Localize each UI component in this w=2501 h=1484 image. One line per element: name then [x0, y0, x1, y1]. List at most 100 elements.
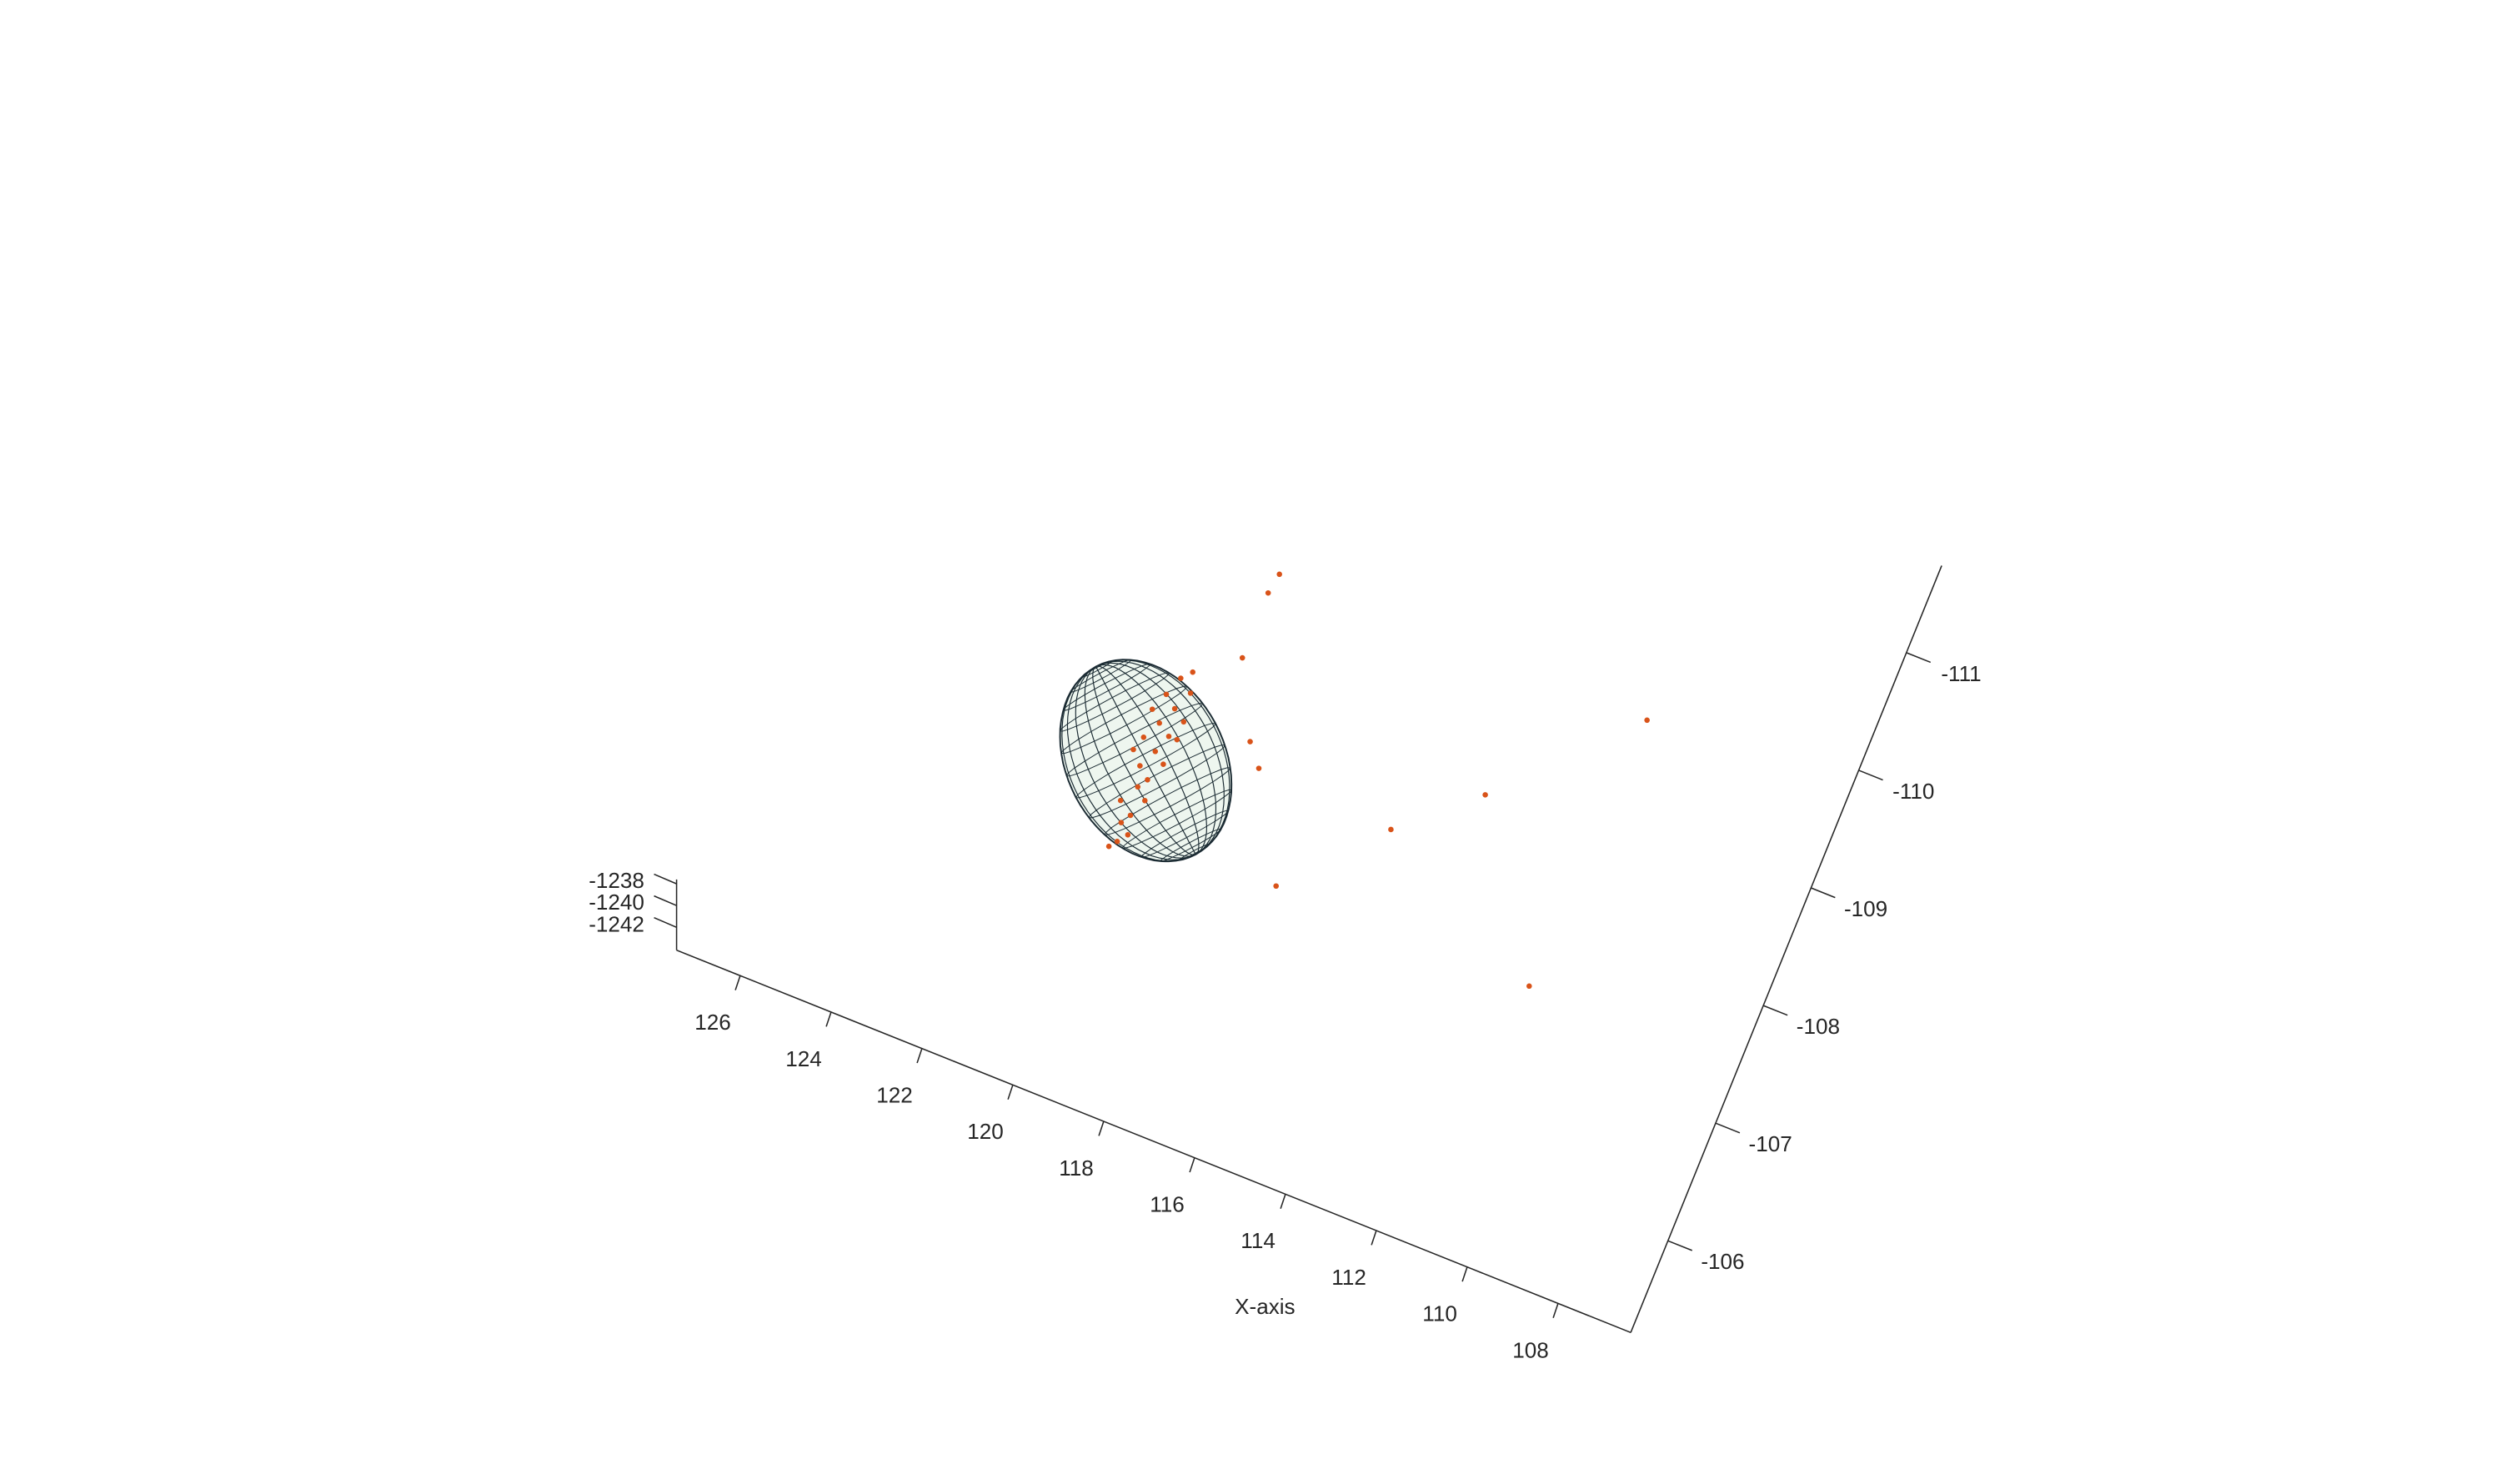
ellipsoid-parallel [1065, 703, 1204, 777]
x-tick [1280, 1194, 1286, 1209]
z-tick-label: -1242 [589, 911, 644, 936]
ellipsoid-meridian [1095, 666, 1196, 855]
data-point [1276, 571, 1282, 578]
data-point [1178, 675, 1184, 681]
ellipsoid-parallel [1104, 767, 1231, 835]
data-point [1482, 792, 1488, 798]
x-tick-label: 120 [967, 1119, 1004, 1144]
ellipsoid-meridian [1095, 664, 1208, 855]
y-tick-label: -107 [1749, 1131, 1792, 1156]
z-tick [654, 873, 677, 885]
data-point [1190, 669, 1195, 675]
z-tick-label: -1240 [589, 890, 644, 915]
ellipsoid-parallel [1140, 810, 1229, 858]
x-tick-label: 116 [1150, 1192, 1185, 1217]
ellipsoid-parallel [1070, 659, 1132, 693]
data-point [1187, 690, 1194, 696]
ellipsoid-parallel [1075, 723, 1216, 799]
data-point [1149, 706, 1155, 713]
data-point [1125, 832, 1131, 838]
data-point [1165, 733, 1172, 739]
data-point [1174, 736, 1180, 743]
ellipsoid-parallel [1088, 745, 1225, 819]
x-tick [1189, 1157, 1195, 1173]
x-tick-label: 126 [694, 1010, 731, 1035]
ellipsoid-meridian [1095, 662, 1217, 855]
ellipsoid-meridian [1095, 660, 1225, 855]
data-point [1644, 717, 1650, 724]
ellipsoid-parallel [1060, 685, 1188, 755]
y-tick [1811, 887, 1836, 899]
x-tick [1371, 1230, 1377, 1246]
ellipsoid-meridian [1092, 666, 1196, 856]
data-point [1180, 719, 1187, 725]
x-tick-label: 114 [1240, 1228, 1276, 1253]
ellipsoid-meridian [1066, 666, 1196, 860]
z-tick-label: -1238 [589, 868, 644, 893]
x-tick-label: 122 [876, 1083, 913, 1108]
data-point [1114, 839, 1120, 845]
x-axis-label: X-axis [1235, 1294, 1295, 1319]
data-point [1171, 705, 1178, 712]
data-point [1160, 761, 1166, 767]
data-point [1273, 883, 1279, 890]
data-point [1142, 798, 1148, 804]
data-point [1145, 777, 1150, 783]
x-tick-label: 124 [785, 1046, 822, 1071]
data-point [1137, 763, 1143, 769]
data-point [1256, 765, 1262, 771]
x-tick [1098, 1121, 1105, 1136]
ellipsoid-meridian [1075, 666, 1196, 859]
x-tick-label: 118 [1059, 1156, 1094, 1181]
x-tick-label: 108 [1512, 1337, 1549, 1362]
x-axis-line [676, 949, 1631, 1334]
x-tick [916, 1048, 923, 1064]
y-tick-label: -110 [1892, 779, 1934, 804]
ellipsoid-meridian [1061, 666, 1196, 862]
data-point [1118, 820, 1125, 825]
x-tick [734, 975, 741, 990]
x-tick-label: 110 [1422, 1301, 1457, 1326]
data-point [1526, 983, 1532, 990]
ellipsoid-wireframe [1059, 659, 1233, 863]
data-point [1140, 734, 1147, 740]
y-tick [1667, 1240, 1693, 1251]
y-tick [1762, 1005, 1788, 1016]
ellipsoid-parallel [1160, 828, 1222, 862]
data-point [1265, 589, 1271, 596]
data-point [1247, 739, 1253, 745]
y-axis-line [1630, 565, 1942, 1333]
y-tick [1858, 770, 1883, 781]
z-tick [654, 895, 677, 906]
x-tick [1461, 1266, 1468, 1282]
x-tick [825, 1011, 832, 1027]
ellipsoid-parallel [1059, 672, 1170, 732]
data-point [1239, 654, 1245, 661]
y-tick [1906, 652, 1932, 664]
data-point [1163, 691, 1170, 698]
ellipsoid-meridian [1095, 665, 1200, 855]
data-point [1152, 749, 1159, 755]
ellipsoid-parallel [1178, 843, 1210, 861]
data-point [1135, 784, 1141, 790]
data-point [1388, 826, 1394, 833]
ellipsoid-parallel [1062, 663, 1151, 711]
x-tick [1552, 1303, 1559, 1319]
y-tick-label: -106 [1701, 1249, 1744, 1274]
x-tick-label: 112 [1331, 1265, 1366, 1290]
x-tick [1007, 1085, 1014, 1100]
ellipsoid-meridian [1084, 666, 1196, 857]
data-point [1105, 843, 1112, 850]
ellipsoid-meridian [1095, 659, 1230, 855]
y-tick [1715, 1122, 1741, 1134]
y-tick-label: -108 [1797, 1014, 1840, 1039]
data-point [1130, 746, 1136, 753]
data-point [1117, 797, 1124, 804]
ellipsoid-parallel [1121, 789, 1232, 849]
ellipsoid-parallel [1080, 659, 1113, 678]
data-point [1127, 812, 1134, 819]
z-tick [654, 917, 677, 929]
data-point [1156, 719, 1163, 726]
y-tick-label: -109 [1844, 896, 1887, 921]
